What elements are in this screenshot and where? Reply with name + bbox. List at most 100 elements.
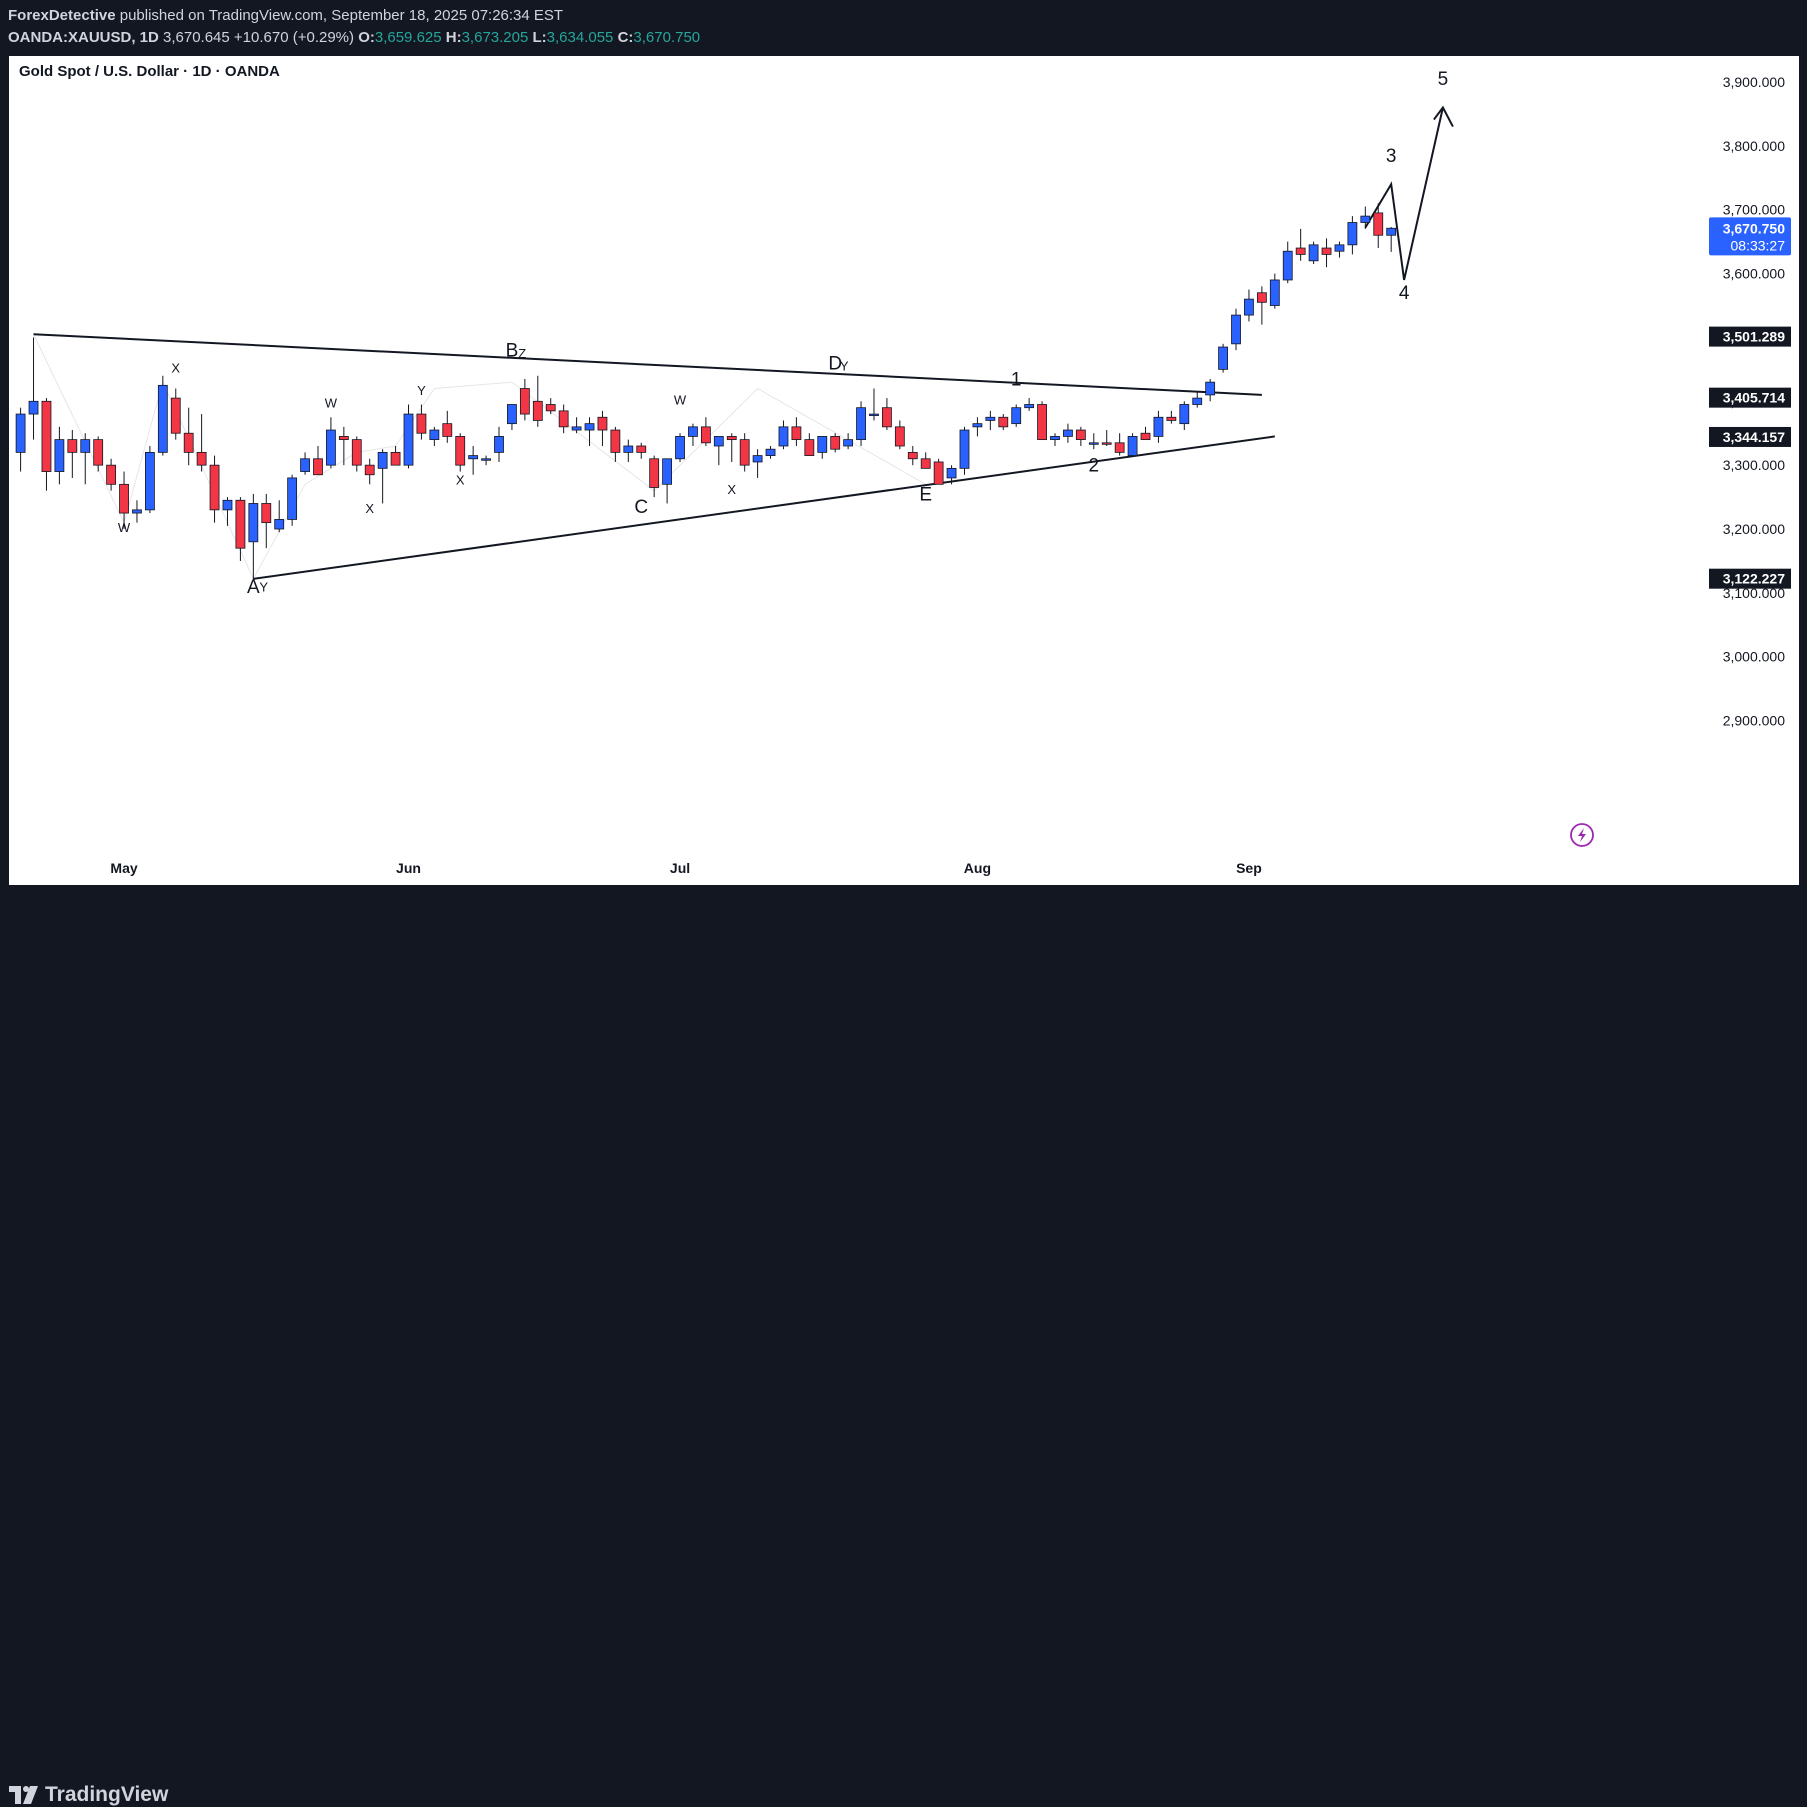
candle-body bbox=[545, 404, 556, 412]
candle-body bbox=[338, 436, 349, 441]
tradingview-logo[interactable]: TradingView bbox=[9, 1783, 168, 1807]
lower-trendline bbox=[253, 435, 1275, 580]
current-price-label: 3,670.750 bbox=[1723, 220, 1785, 236]
candle bbox=[920, 452, 931, 469]
candle-body bbox=[907, 451, 918, 460]
time-axis[interactable]: May Jun Jul Aug Sep bbox=[110, 860, 1261, 876]
candle-body bbox=[739, 439, 750, 466]
candle-body bbox=[300, 458, 310, 472]
candle bbox=[67, 430, 78, 478]
candle bbox=[429, 426, 440, 447]
candle-body bbox=[403, 413, 414, 466]
candle bbox=[132, 500, 142, 523]
candle bbox=[248, 493, 259, 581]
candle-body bbox=[1231, 314, 1241, 345]
candle bbox=[1373, 203, 1384, 249]
candle bbox=[390, 446, 401, 466]
candle bbox=[1063, 423, 1073, 443]
countdown-label: 08:33:27 bbox=[1731, 237, 1786, 253]
wave-label: Y bbox=[259, 580, 268, 595]
price-tick-label: 3,700.000 bbox=[1723, 202, 1785, 218]
candle bbox=[545, 398, 556, 415]
chart-area[interactable]: Gold Spot / U.S. Dollar · 1D · OANDA W X W… bbox=[9, 56, 1799, 885]
candle-body bbox=[688, 426, 698, 437]
candle bbox=[41, 398, 52, 491]
candle-body bbox=[274, 519, 285, 530]
candle-body bbox=[933, 461, 944, 485]
candle bbox=[584, 417, 595, 447]
candle-body bbox=[1295, 247, 1306, 255]
candle bbox=[1114, 433, 1125, 456]
candle-body bbox=[597, 416, 608, 431]
candle-body bbox=[856, 407, 866, 441]
author-name[interactable]: ForexDetective bbox=[8, 7, 116, 24]
flash-icon[interactable] bbox=[1570, 823, 1594, 847]
candle bbox=[532, 375, 543, 427]
candle-body bbox=[778, 426, 789, 447]
price-level-label: 3,344.157 bbox=[1723, 429, 1785, 445]
candle-body bbox=[1101, 442, 1112, 445]
candle-body bbox=[1334, 244, 1345, 252]
candle bbox=[481, 455, 491, 466]
candlestick-chart[interactable]: Gold Spot / U.S. Dollar · 1D · OANDA W X W… bbox=[9, 56, 1799, 885]
candle bbox=[54, 426, 65, 485]
publish-line: ForexDetective published on TradingView.… bbox=[8, 7, 563, 24]
wave-label: D bbox=[828, 353, 842, 374]
candle bbox=[468, 446, 479, 475]
last-price: 3,670.645 bbox=[163, 29, 230, 46]
candle-body bbox=[170, 397, 181, 434]
candle bbox=[662, 458, 672, 504]
wave-label: 1 bbox=[1011, 369, 1022, 390]
candle bbox=[1386, 226, 1397, 252]
candle bbox=[623, 439, 634, 462]
candle-body bbox=[429, 429, 440, 441]
time-tick-label: May bbox=[110, 860, 137, 876]
candle-body bbox=[287, 477, 298, 520]
candle-body bbox=[132, 509, 142, 514]
candle bbox=[933, 458, 944, 485]
candle-body bbox=[196, 451, 207, 466]
candle bbox=[157, 375, 168, 456]
candle-body bbox=[1218, 346, 1228, 370]
candle-body bbox=[507, 404, 517, 425]
candle bbox=[804, 433, 815, 456]
high-label: H: bbox=[445, 29, 462, 46]
wave-label: X bbox=[727, 482, 736, 497]
price-level-label: 3,501.289 bbox=[1723, 329, 1785, 345]
candle bbox=[1360, 206, 1371, 229]
price-axis[interactable]: 2,900.000 3,000.000 3,100.000 3,200.000 3,30… bbox=[1723, 74, 1785, 729]
price-tick-label: 3,300.000 bbox=[1723, 457, 1785, 473]
candle bbox=[338, 426, 349, 466]
candle bbox=[700, 417, 711, 447]
candle bbox=[1192, 391, 1203, 408]
wave-label: 5 bbox=[1438, 69, 1449, 90]
candle-body bbox=[1114, 442, 1125, 453]
candle-body bbox=[675, 436, 685, 460]
candle-body bbox=[209, 464, 220, 511]
candle bbox=[442, 410, 453, 443]
candle bbox=[1256, 286, 1267, 325]
candle bbox=[610, 426, 621, 462]
candle bbox=[1308, 241, 1319, 265]
upper-trendline bbox=[33, 333, 1262, 396]
candle-body bbox=[1088, 442, 1099, 445]
tradingview-logo-icon bbox=[9, 1786, 38, 1804]
candle bbox=[1140, 426, 1151, 441]
candle bbox=[959, 426, 970, 475]
candle bbox=[1037, 401, 1047, 441]
wave-label: W bbox=[118, 520, 131, 535]
candle bbox=[119, 471, 129, 530]
candle-body bbox=[313, 458, 323, 476]
candle-body bbox=[713, 436, 724, 447]
candle-body bbox=[80, 439, 91, 453]
close-label: C: bbox=[617, 29, 634, 46]
candle-body bbox=[972, 423, 983, 428]
candle-body bbox=[1386, 227, 1397, 236]
candle-body bbox=[1347, 222, 1358, 246]
candle bbox=[869, 388, 879, 421]
candle-body bbox=[1321, 247, 1332, 255]
candle bbox=[1101, 430, 1112, 447]
candle-body bbox=[442, 423, 453, 437]
candle-body bbox=[765, 448, 776, 456]
wave-label: X bbox=[456, 472, 465, 487]
